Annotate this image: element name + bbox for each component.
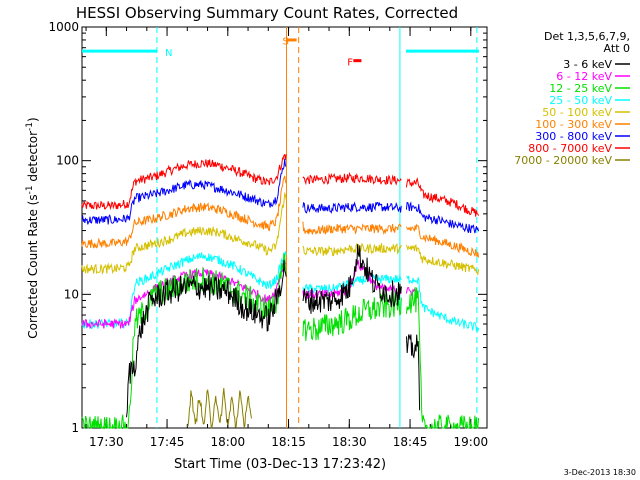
x-tick-label: 18:30 — [332, 435, 367, 449]
x-tick-label: 18:45 — [393, 435, 428, 449]
legend-entry-label: 7000 - 20000 keV — [514, 154, 612, 167]
plot-area: 1 10 100 1000 17:30 17:45 18:00 18:15 18:30 18:45… — [48, 20, 488, 449]
y-tick-label: 1 — [71, 421, 79, 435]
y-axis-label: Corrected Count Rate (s-1 detector-1) — [25, 117, 40, 338]
y-axis-label-sup1: -1 — [25, 185, 35, 194]
y-axis-label-mid: detector — [26, 131, 40, 186]
series-line-8 — [187, 387, 252, 429]
series-line-4 — [81, 251, 480, 332]
legend-entry-label: 100 - 300 keV — [535, 118, 612, 131]
legend-entry-label: 50 - 100 keV — [542, 106, 612, 119]
x-tick-label: 17:45 — [150, 435, 185, 449]
legend-header-detectors: Det 1,3,5,6,7,9, — [544, 30, 630, 43]
series-line-7 — [126, 244, 421, 418]
chart-title: HESSI Observing Summary Count Rates, Cor… — [76, 4, 458, 22]
annotation-s: S — [282, 37, 288, 48]
legend-entry-label: 3 - 6 keV — [563, 58, 612, 71]
series-line-3 — [81, 191, 480, 276]
y-tick-label: 1000 — [48, 20, 79, 34]
footer-date: 3-Dec-2013 18:30 — [564, 468, 636, 477]
x-tick-label: 19:00 — [454, 435, 489, 449]
series-line-0 — [81, 153, 480, 217]
legend-header-attenuator: Att 0 — [604, 42, 630, 55]
y-axis-label-main: Corrected Count Rate (s — [26, 194, 40, 338]
y-axis-label-end: ) — [26, 117, 40, 122]
annotation-n: N — [165, 48, 172, 59]
legend-entry-label: 25 - 50 keV — [549, 94, 612, 107]
y-tick-label: 10 — [64, 287, 79, 301]
x-tick-label: 17:30 — [89, 435, 124, 449]
y-tick-label: 100 — [56, 154, 79, 168]
legend-entry-label: 800 - 7000 keV — [528, 142, 612, 155]
plot-frame — [81, 26, 488, 429]
x-axis-label: Start Time (03-Dec-13 17:23:42) — [174, 457, 386, 472]
series-line-1 — [81, 158, 480, 234]
x-tick-label: 18:15 — [271, 435, 306, 449]
x-tick-label: 18:00 — [211, 435, 246, 449]
legend-entry-label: 6 - 12 keV — [556, 70, 612, 83]
annotation-f: F — [347, 58, 353, 69]
legend-entry-label: 12 - 25 keV — [549, 82, 612, 95]
legend-entry-label: 300 - 800 keV — [535, 130, 612, 143]
y-axis-label-sup2: -1 — [25, 122, 35, 131]
series-line-2 — [81, 175, 480, 258]
